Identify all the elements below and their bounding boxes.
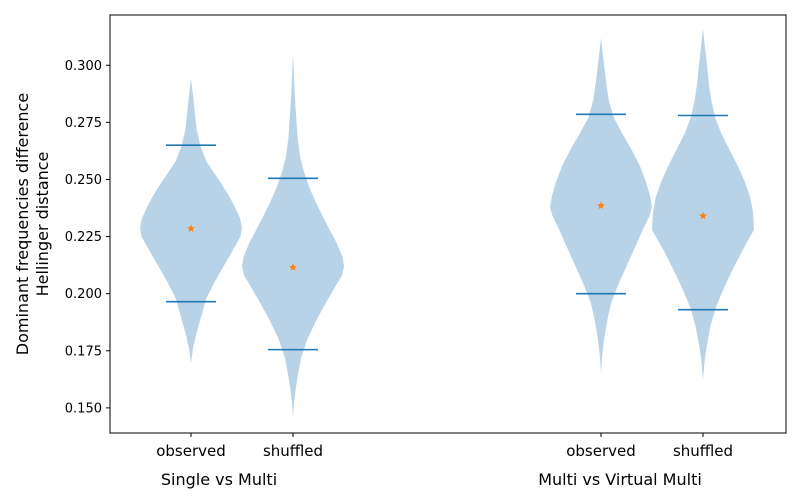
xtick-label-0: observed <box>156 442 226 460</box>
ytick-label-2: 0.200 <box>65 287 102 302</box>
violin-body-3 <box>652 28 754 381</box>
axes-layer <box>106 14 787 437</box>
xtick-label-3: shuffled <box>673 442 733 460</box>
violins-layer <box>140 28 754 418</box>
ytick-label-5: 0.275 <box>65 116 102 131</box>
plot-frame <box>109 14 787 434</box>
ytick-label-0: 0.150 <box>65 401 102 416</box>
median-marker-0 <box>187 224 195 232</box>
group-label-1: Multi vs Virtual Multi <box>538 470 702 489</box>
group-label-0: Single vs Multi <box>161 470 277 489</box>
median-marker-2 <box>597 201 605 210</box>
xtick-label-1: shuffled <box>263 442 323 460</box>
median-marker-1 <box>289 263 297 271</box>
ytick-label-3: 0.225 <box>65 230 102 245</box>
xtick-label-2: observed <box>566 442 636 460</box>
y-axis-label: Dominant frequencies differenceHellinger… <box>13 93 52 355</box>
ytick-label-6: 0.300 <box>65 59 102 74</box>
ytick-label-1: 0.175 <box>65 344 102 359</box>
y-axis-label-line-0: Dominant frequencies difference <box>13 93 32 355</box>
violin-body-0 <box>140 79 242 364</box>
whiskers-layer <box>166 113 728 351</box>
ytick-label-4: 0.250 <box>65 173 102 188</box>
median-marker-3 <box>699 211 707 220</box>
labels-layer: observed shuffled observed shuffled 0.150 0.1… <box>13 59 733 489</box>
medians-layer <box>187 201 707 271</box>
y-axis-label-line-1: Hellinger distance <box>33 152 52 297</box>
violin-body-1 <box>242 53 344 418</box>
